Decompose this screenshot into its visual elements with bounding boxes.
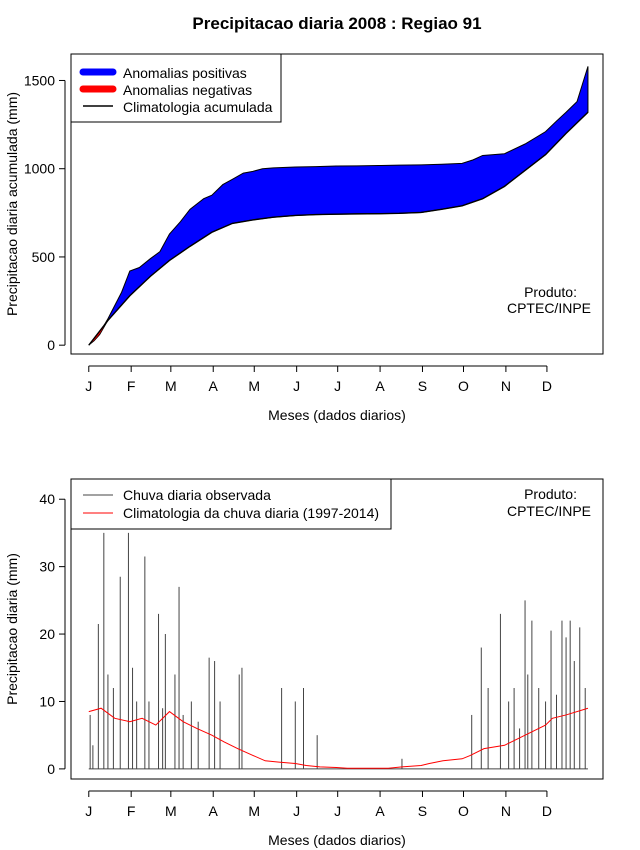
x-tick-label: M (248, 803, 260, 819)
product-label: Produto: (524, 486, 577, 502)
chart-title: Precipitacao diaria 2008 : Regiao 91 (192, 14, 482, 33)
x-tick-label: J (85, 803, 92, 819)
legend-entry: Chuva diaria observada (123, 487, 271, 503)
x-axis-label: Meses (dados diarios) (268, 407, 406, 423)
plot-frame (70, 53, 604, 355)
y-tick-label: 0 (47, 761, 55, 777)
y-tick-label: 1000 (24, 161, 55, 177)
x-tick-label: F (127, 378, 136, 394)
x-tick-label: D (542, 378, 552, 394)
x-tick-label: M (248, 378, 260, 394)
x-tick-label: A (209, 803, 219, 819)
x-tick-label: J (85, 378, 92, 394)
legend-box (70, 478, 392, 530)
legend-entry: Climatologia acumulada (123, 99, 273, 115)
y-axis-label: Precipitacao diaria acumulada (mm) (4, 92, 20, 316)
x-tick-label: S (418, 803, 427, 819)
product-label: CPTEC/INPE (507, 300, 591, 316)
x-tick-label: A (375, 803, 385, 819)
x-tick-label: F (127, 803, 136, 819)
x-tick-label: N (501, 803, 511, 819)
x-tick-label: J (293, 378, 300, 394)
x-tick-label: A (209, 378, 219, 394)
x-tick-label: N (501, 378, 511, 394)
x-tick-label: O (458, 803, 469, 819)
x-tick-label: M (165, 378, 177, 394)
y-tick-label: 1500 (24, 72, 55, 88)
x-tick-label: D (542, 803, 552, 819)
x-tick-label: S (418, 378, 427, 394)
x-tick-label: M (165, 803, 177, 819)
x-tick-label: J (334, 378, 341, 394)
legend-entry: Climatologia da chuva diaria (1997-2014) (123, 505, 379, 521)
climatology-line (88, 111, 589, 346)
y-axis-label: Precipitacao diaria (mm) (4, 553, 20, 705)
y-tick-label: 20 (39, 626, 55, 642)
product-label: Produto: (524, 284, 577, 300)
legend-entry: Anomalias positivas (123, 65, 247, 81)
y-tick-label: 40 (39, 491, 55, 507)
y-tick-label: 0 (47, 337, 55, 353)
y-tick-label: 30 (39, 559, 55, 575)
product-label: CPTEC/INPE (507, 503, 591, 519)
x-axis-label: Meses (dados diarios) (268, 832, 406, 848)
x-tick-label: J (334, 803, 341, 819)
x-tick-label: J (293, 803, 300, 819)
y-tick-label: 500 (32, 249, 56, 265)
legend-entry: Anomalias negativas (123, 82, 252, 98)
y-tick-label: 10 (39, 693, 55, 709)
daily-climatology-line (88, 707, 589, 769)
x-tick-label: A (375, 378, 385, 394)
x-tick-label: O (458, 378, 469, 394)
